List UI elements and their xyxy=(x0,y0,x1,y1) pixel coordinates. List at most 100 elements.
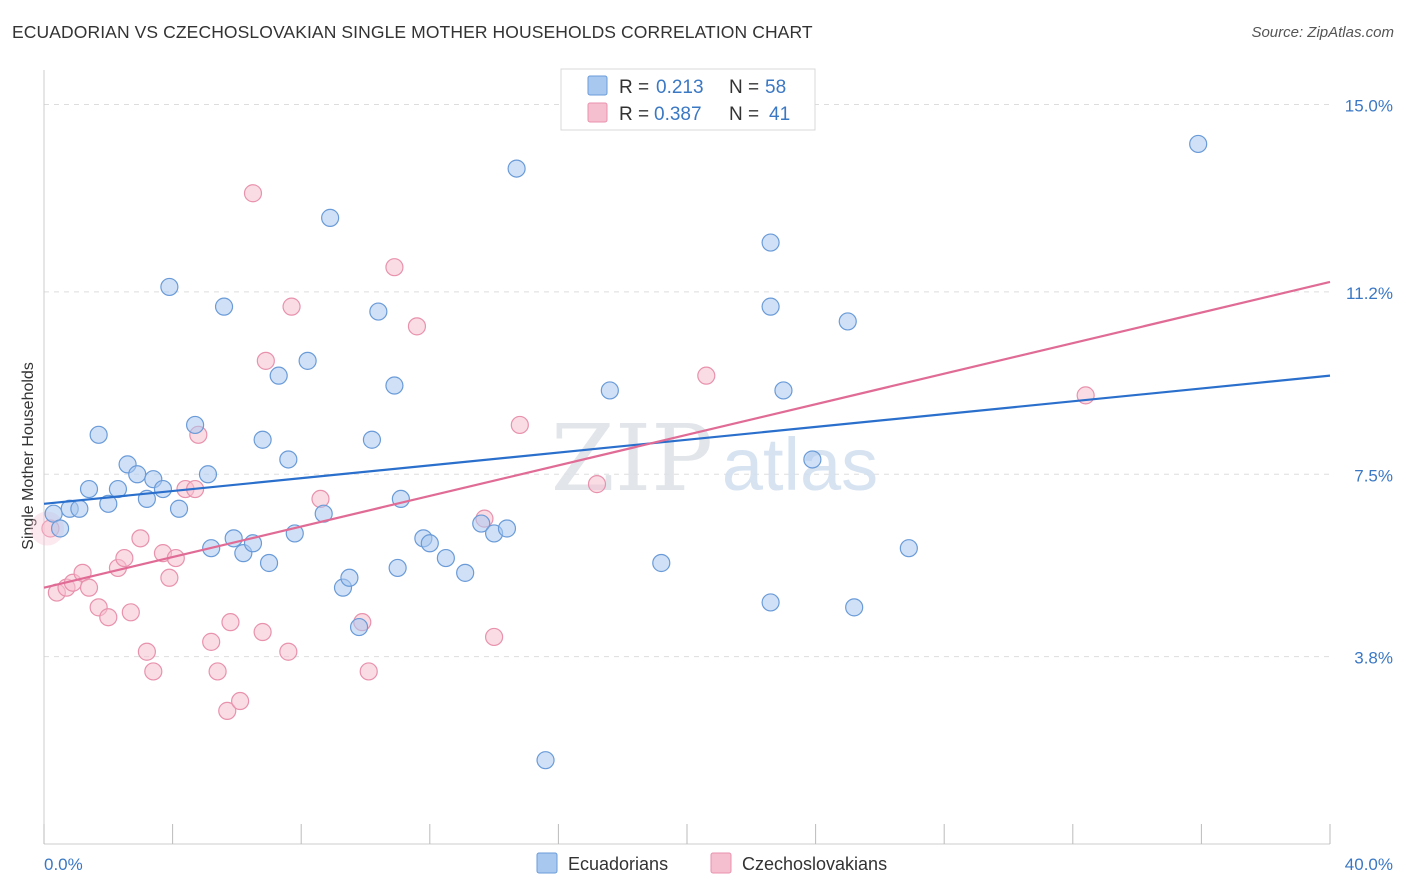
grid-lines xyxy=(44,104,1330,658)
data-point xyxy=(385,258,404,277)
data-point xyxy=(221,613,240,632)
data-point xyxy=(198,465,218,484)
series-legend-swatch-ecuadorians[interactable] xyxy=(536,852,558,874)
data-point xyxy=(153,479,173,499)
data-point xyxy=(340,568,359,587)
data-point xyxy=(279,642,298,661)
legend-n-value-ecuadorians: 58 xyxy=(765,77,786,98)
legend-r-value-czechoslovakians: 0.387 xyxy=(654,104,702,125)
legend-n-value-czechoslovakians: 41 xyxy=(769,104,790,125)
chart-title: ECUADORIAN VS CZECHOSLOVAKIAN SINGLE MOT… xyxy=(12,22,813,42)
data-point xyxy=(761,233,780,252)
data-point xyxy=(89,425,108,444)
data-point xyxy=(587,475,607,494)
stats-legend: R = 0.213 N = 58 R = 0.387 N = 41 xyxy=(560,68,816,131)
x-tick-labels: 0.0% 40.0% xyxy=(44,855,1393,874)
legend-swatch-czechoslovakians xyxy=(587,102,608,123)
y-tick-label: 3.8% xyxy=(1354,649,1393,668)
chart-source: Source: ZipAtlas.com xyxy=(1251,24,1394,41)
legend-n-label-1: N = xyxy=(729,77,759,98)
data-point xyxy=(497,519,517,538)
data-point xyxy=(253,622,272,642)
series-legend-label-czechoslovakians[interactable]: Czechoslovakians xyxy=(742,854,887,874)
data-point xyxy=(208,662,227,681)
data-point xyxy=(121,603,140,622)
trend-line-ecuadorians xyxy=(43,374,1331,505)
data-point xyxy=(407,317,427,336)
data-point xyxy=(298,351,317,370)
data-point xyxy=(243,184,263,203)
data-point xyxy=(385,376,404,395)
data-point xyxy=(99,608,118,627)
trend-line-czechoslovakians xyxy=(43,280,1331,589)
data-point xyxy=(253,430,272,449)
watermark-zip: ZIP xyxy=(551,405,713,512)
data-point xyxy=(169,499,189,518)
y-axis-title: Single Mother Households xyxy=(20,362,37,550)
data-point xyxy=(845,598,864,617)
legend-n-label-2: N = xyxy=(729,104,759,125)
data-point xyxy=(79,479,99,499)
legend-r-value-ecuadorians: 0.213 xyxy=(656,77,704,98)
data-point xyxy=(269,366,288,385)
data-point xyxy=(536,751,555,770)
data-point xyxy=(70,499,89,518)
data-point xyxy=(510,415,529,435)
axes xyxy=(43,70,1331,845)
data-point xyxy=(456,563,475,582)
data-point xyxy=(50,519,70,538)
data-point xyxy=(838,312,857,331)
data-point xyxy=(99,494,118,513)
legend-swatch-ecuadorians xyxy=(587,75,608,96)
data-point xyxy=(256,351,275,370)
data-point xyxy=(362,430,382,449)
series-legend: Ecuadorians Czechoslovakians xyxy=(536,852,887,874)
data-point xyxy=(321,208,340,227)
y-tick-label: 7.5% xyxy=(1354,466,1393,485)
data-point xyxy=(231,691,250,711)
data-point xyxy=(359,662,378,681)
data-point xyxy=(218,701,237,720)
series-legend-label-ecuadorians[interactable]: Ecuadorians xyxy=(568,854,668,874)
data-point xyxy=(899,539,918,558)
data-point xyxy=(259,553,279,573)
data-point xyxy=(761,593,780,612)
data-point xyxy=(436,548,455,568)
watermark: ZIP atlas xyxy=(551,405,878,512)
y-tick-labels: 3.8% 7.5% 11.2% 15.0% xyxy=(1345,97,1393,668)
trend-lines xyxy=(43,280,1331,589)
x-tick-label: 0.0% xyxy=(44,855,83,874)
x-tick-label: 40.0% xyxy=(1345,855,1393,874)
data-point xyxy=(186,415,205,435)
data-point xyxy=(761,297,780,316)
data-point xyxy=(131,529,150,548)
data-point xyxy=(160,568,179,587)
y-tick-label: 15.0% xyxy=(1345,97,1393,116)
data-point xyxy=(600,381,619,400)
data-point xyxy=(115,548,134,568)
series-legend-swatch-czechoslovakians[interactable] xyxy=(710,852,732,874)
data-point xyxy=(79,578,99,597)
y-tick-label: 11.2% xyxy=(1346,284,1393,303)
data-point xyxy=(279,450,298,469)
data-point xyxy=(1189,134,1208,154)
data-point xyxy=(652,553,671,573)
data-point xyxy=(349,617,369,637)
data-point xyxy=(144,662,163,681)
data-point xyxy=(369,302,388,321)
data-point xyxy=(282,297,301,316)
data-point xyxy=(774,381,793,400)
data-point xyxy=(214,297,234,316)
data-point xyxy=(803,450,822,469)
legend-r-label-2: R = xyxy=(619,104,649,125)
data-point xyxy=(202,632,221,651)
data-point xyxy=(472,514,491,533)
data-point xyxy=(420,534,439,553)
watermark-atlas: atlas xyxy=(722,423,878,506)
data-point xyxy=(507,159,526,178)
data-point xyxy=(137,642,156,661)
data-point xyxy=(128,465,147,484)
data-point xyxy=(697,366,716,385)
data-point xyxy=(311,489,330,509)
